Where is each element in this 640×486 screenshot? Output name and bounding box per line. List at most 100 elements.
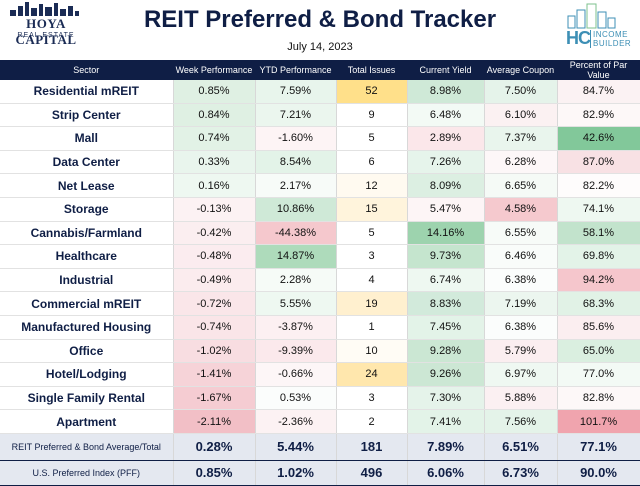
income-builder-logo: HC INCOME BUILDER [558, 2, 634, 58]
building-icon [567, 3, 616, 29]
average-coupon-cell: 6.28% [484, 150, 558, 175]
average-coupon-cell: 5.79% [484, 339, 558, 364]
percent-of-par-cell: 82.8% [557, 386, 640, 411]
table-row[interactable]: Office -1.02% -9.39% 10 9.28% 5.79% 65.0% [0, 339, 640, 364]
current-yield-cell: 7.45% [407, 315, 485, 340]
table-header-row: Sector Week Performance YTD Performance … [0, 60, 640, 80]
index-row: U.S. Preferred Index (PFF) 0.85% 1.02% 4… [0, 460, 640, 486]
index-par: 90.0% [557, 460, 640, 486]
total-issues: 181 [336, 432, 408, 461]
current-yield-cell: 6.74% [407, 268, 485, 293]
week-performance-cell: -0.13% [173, 197, 256, 222]
ytd-performance-cell: -2.36% [255, 409, 337, 434]
total-row: REIT Preferred & Bond Average/Total 0.28… [0, 432, 640, 461]
ytd-performance-cell: -9.39% [255, 339, 337, 364]
ytd-performance-cell: 8.54% [255, 150, 337, 175]
ytd-performance-cell: -0.66% [255, 362, 337, 387]
page-title: REIT Preferred & Bond Tracker [143, 6, 497, 33]
total-issues-cell: 6 [336, 150, 408, 175]
table-row[interactable]: Net Lease 0.16% 2.17% 12 8.09% 6.65% 82.2% [0, 173, 640, 198]
current-yield-cell: 7.30% [407, 386, 485, 411]
table-row[interactable]: Healthcare -0.48% 14.87% 3 9.73% 6.46% 69.8% [0, 244, 640, 269]
ytd-performance-cell: -3.87% [255, 315, 337, 340]
col-header-ytd[interactable]: YTD Performance [255, 60, 337, 80]
week-performance-cell: -1.02% [173, 339, 256, 364]
current-yield-cell: 6.48% [407, 103, 485, 128]
percent-of-par-cell: 101.7% [557, 409, 640, 434]
ytd-performance-cell: 7.59% [255, 80, 337, 104]
total-issues-cell: 3 [336, 386, 408, 411]
total-issues-cell: 2 [336, 409, 408, 434]
sector-cell: Commercial mREIT [0, 291, 174, 316]
total-issues-cell: 24 [336, 362, 408, 387]
week-performance-cell: -1.67% [173, 386, 256, 411]
current-yield-cell: 5.47% [407, 197, 485, 222]
index-issues: 496 [336, 460, 408, 486]
col-header-par[interactable]: Percent of Par Value [557, 60, 640, 80]
percent-of-par-cell: 94.2% [557, 268, 640, 293]
percent-of-par-cell: 85.6% [557, 315, 640, 340]
logo-subname: REAL ESTATE [17, 32, 75, 39]
sector-cell: Office [0, 339, 174, 364]
total-issues-cell: 9 [336, 103, 408, 128]
table-row[interactable]: Mall 0.74% -1.60% 5 2.89% 7.37% 42.6% [0, 126, 640, 151]
sector-cell: Hotel/Lodging [0, 362, 174, 387]
header: HOYA CAPITAL REAL ESTATE REIT Preferred … [0, 0, 640, 60]
current-yield-cell: 9.28% [407, 339, 485, 364]
week-performance-cell: 0.33% [173, 150, 256, 175]
table-row[interactable]: Industrial -0.49% 2.28% 4 6.74% 6.38% 94.2% [0, 268, 640, 293]
total-issues-cell: 19 [336, 291, 408, 316]
table-row[interactable]: Data Center 0.33% 8.54% 6 7.26% 6.28% 87.0% [0, 150, 640, 175]
sector-cell: Single Family Rental [0, 386, 174, 411]
index-ytd: 1.02% [255, 460, 337, 486]
percent-of-par-cell: 82.9% [557, 103, 640, 128]
ytd-performance-cell: 0.53% [255, 386, 337, 411]
ytd-performance-cell: 2.28% [255, 268, 337, 293]
average-coupon-cell: 5.88% [484, 386, 558, 411]
week-performance-cell: 0.84% [173, 103, 256, 128]
total-coupon: 6.51% [484, 432, 558, 461]
total-issues-cell: 15 [336, 197, 408, 222]
ytd-performance-cell: 7.21% [255, 103, 337, 128]
table-row[interactable]: Commercial mREIT -0.72% 5.55% 19 8.83% 7.19% 6… [0, 291, 640, 316]
current-yield-cell: 8.09% [407, 173, 485, 198]
week-performance-cell: 0.74% [173, 126, 256, 151]
col-header-week[interactable]: Week Performance [173, 60, 256, 80]
col-header-issues[interactable]: Total Issues [336, 60, 408, 80]
ytd-performance-cell: 2.17% [255, 173, 337, 198]
table-row[interactable]: Single Family Rental -1.67% 0.53% 3 7.30% 5.8… [0, 386, 640, 411]
total-issues-cell: 12 [336, 173, 408, 198]
current-yield-cell: 9.26% [407, 362, 485, 387]
sector-cell: Net Lease [0, 173, 174, 198]
percent-of-par-cell: 69.8% [557, 244, 640, 269]
col-header-yield[interactable]: Current Yield [407, 60, 485, 80]
table-row[interactable]: Cannabis/Farmland -0.42% -44.38% 5 14.16% 6.5… [0, 221, 640, 246]
table-row[interactable]: Hotel/Lodging -1.41% -0.66% 24 9.26% 6.97% 77.… [0, 362, 640, 387]
percent-of-par-cell: 42.6% [557, 126, 640, 151]
col-header-sector[interactable]: Sector [0, 60, 174, 80]
table-row[interactable]: Residential mREIT 0.85% 7.59% 52 8.98% 7.50% 8… [0, 80, 640, 104]
col-header-coupon[interactable]: Average Coupon [484, 60, 558, 80]
table-row[interactable]: Apartment -2.11% -2.36% 2 7.41% 7.56% 101.7% [0, 409, 640, 434]
percent-of-par-cell: 87.0% [557, 150, 640, 175]
current-yield-cell: 14.16% [407, 221, 485, 246]
ytd-performance-cell: -44.38% [255, 221, 337, 246]
table-row[interactable]: Storage -0.13% 10.86% 15 5.47% 4.58% 74.1% [0, 197, 640, 222]
average-coupon-cell: 6.46% [484, 244, 558, 269]
total-week: 0.28% [173, 432, 256, 461]
logo-divider [590, 30, 591, 48]
percent-of-par-cell: 77.0% [557, 362, 640, 387]
total-issues-cell: 5 [336, 221, 408, 246]
total-label: REIT Preferred & Bond Average/Total [0, 432, 174, 461]
index-label: U.S. Preferred Index (PFF) [0, 460, 174, 486]
week-performance-cell: -1.41% [173, 362, 256, 387]
table-row[interactable]: Strip Center 0.84% 7.21% 9 6.48% 6.10% 82.9% [0, 103, 640, 128]
current-yield-cell: 2.89% [407, 126, 485, 151]
sector-cell: Strip Center [0, 103, 174, 128]
ytd-performance-cell: -1.60% [255, 126, 337, 151]
table-row[interactable]: Manufactured Housing -0.74% -3.87% 1 7.45% 6.… [0, 315, 640, 340]
percent-of-par-cell: 58.1% [557, 221, 640, 246]
sector-cell: Storage [0, 197, 174, 222]
sector-cell: Mall [0, 126, 174, 151]
